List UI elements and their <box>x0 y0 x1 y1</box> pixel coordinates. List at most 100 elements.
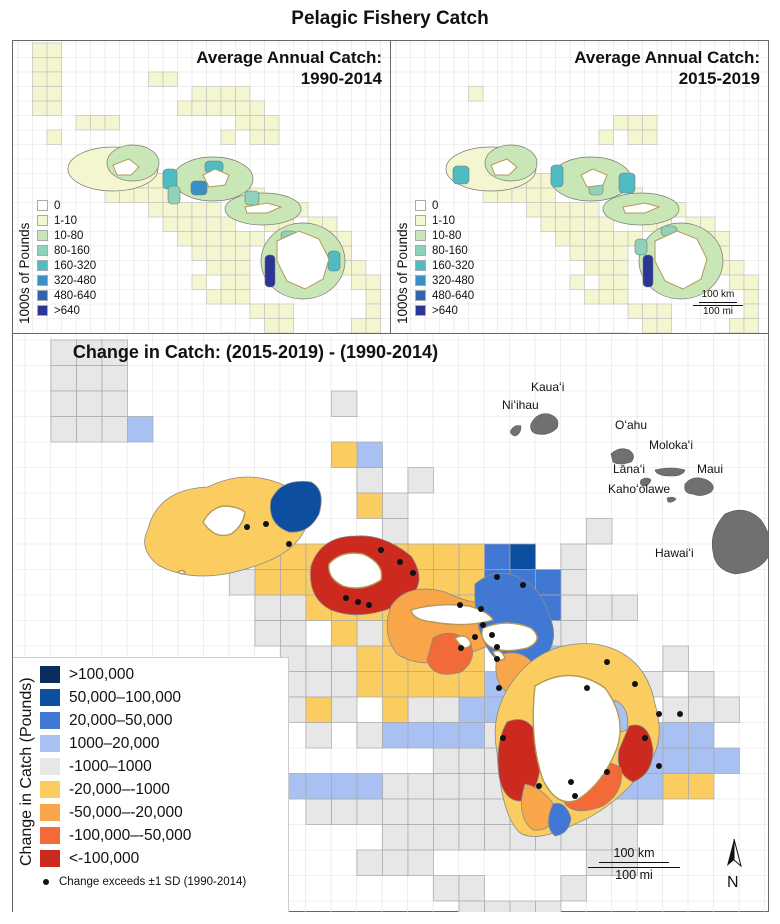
grid-cell <box>584 289 600 305</box>
grid-cell <box>220 129 236 145</box>
grid-cell <box>407 671 434 698</box>
grid-cell <box>598 129 614 145</box>
grid-cell <box>76 416 103 443</box>
grid-cell <box>407 824 434 851</box>
grid-cell <box>356 441 383 468</box>
grid-cell <box>32 100 48 116</box>
legend-label: 1-10 <box>54 214 78 227</box>
grid-cell <box>458 747 485 774</box>
legend-row: >100,000 <box>40 663 191 686</box>
grid-cell <box>627 115 643 131</box>
legend-swatch <box>40 758 60 775</box>
island-label-kahoolawe: Kahoʻolawe <box>608 482 671 496</box>
legend-label: 480-640 <box>432 289 475 302</box>
change-legend-axis-label: Change in Catch (Pounds) <box>18 677 35 866</box>
grid-cell <box>613 274 629 290</box>
legend-swatch <box>40 689 60 706</box>
dot-legend-label: Change exceeds ±1 SD (1990-2014) <box>59 876 247 888</box>
legend-row: -50,000–-20,000 <box>40 801 191 824</box>
legend-swatch <box>37 305 48 316</box>
legend-swatch <box>37 260 48 271</box>
panel-b-map <box>391 41 768 333</box>
panel-b-title-line1: Average Annual Catch: <box>574 48 760 67</box>
island-label-oahu: Oʻahu <box>615 418 648 432</box>
grid-cell <box>540 216 556 232</box>
grid-cell <box>101 365 128 392</box>
panel-b-title-line2: 2015-2019 <box>678 69 760 88</box>
grid-cell <box>433 875 460 902</box>
grid-cell <box>586 518 613 545</box>
significance-dot <box>632 681 638 687</box>
legend-row: 50,000–100,000 <box>40 686 191 709</box>
panel-divider-horizontal <box>13 333 768 334</box>
grid-cell <box>642 303 658 319</box>
grid-cell <box>627 129 643 145</box>
legend-swatch <box>40 781 60 798</box>
grid-cell <box>560 875 587 902</box>
nearshore-zone <box>618 172 636 194</box>
scale-km-label: 100 km <box>613 846 655 860</box>
grid-cell <box>433 722 460 749</box>
grid-cell <box>50 416 77 443</box>
grid-cell <box>584 216 600 232</box>
nearshore-zone <box>548 802 572 837</box>
legend-label: -50,000–-20,000 <box>69 803 183 821</box>
legend-label: 1000–20,000 <box>69 734 160 752</box>
legend-swatch <box>40 827 60 844</box>
legend-row: 320-480 <box>415 273 474 288</box>
panel-a-legend-axis-label: 1000s of Pounds <box>17 222 32 324</box>
grid-cell <box>613 289 629 305</box>
grid-cell <box>280 620 307 647</box>
legend-swatch <box>415 230 426 241</box>
grid-cell <box>713 696 740 723</box>
significance-dot <box>677 711 683 717</box>
island-land <box>490 158 518 176</box>
island-lanai <box>640 477 652 487</box>
island-land <box>328 552 383 589</box>
grid-cell <box>433 747 460 774</box>
panel-b-title: Average Annual Catch: 2015-2019 <box>574 47 760 89</box>
panel-c-title: Change in Catch: (2015-2019) - (1990-201… <box>72 342 439 362</box>
grid-cell <box>76 339 103 366</box>
grid-cell <box>249 129 265 145</box>
grid-cell <box>586 594 613 621</box>
legend-label: 320-480 <box>54 274 97 287</box>
grid-cell <box>688 773 715 800</box>
grid-cell <box>351 260 367 276</box>
grid-cell <box>584 245 600 261</box>
island-land <box>654 230 708 290</box>
grid-cell <box>662 722 689 749</box>
grid-cell <box>235 245 251 261</box>
legend-row: 80-160 <box>415 243 474 258</box>
legend-row: 10-80 <box>415 228 474 243</box>
grid-cell <box>162 202 178 218</box>
legend-swatch <box>40 712 60 729</box>
grid-cell <box>356 671 383 698</box>
scale-mi-label: 100 mi <box>615 868 653 882</box>
grid-cell <box>206 289 222 305</box>
grid-cell <box>235 274 251 290</box>
grid-cell <box>365 303 381 319</box>
grid-cell <box>356 645 383 672</box>
grid-cell <box>220 231 236 247</box>
panel-a-title-line1: Average Annual Catch: <box>196 48 382 67</box>
grid-cell <box>220 289 236 305</box>
legend-swatch <box>415 290 426 301</box>
grid-cell <box>249 100 265 116</box>
legend-swatch <box>37 215 48 226</box>
grid-cell <box>662 773 689 800</box>
grid-cell <box>433 824 460 851</box>
grid-cell <box>382 773 409 800</box>
significance-dot <box>478 606 484 612</box>
grid-cell <box>382 696 409 723</box>
legend-label: 50,000–100,000 <box>69 688 182 706</box>
grid-cell <box>433 543 460 570</box>
nearshore-zone <box>550 164 564 188</box>
map-frame: Average Annual Catch: 1990-2014 1000s of… <box>12 40 769 912</box>
grid-cell <box>305 798 332 825</box>
grid-cell <box>356 722 383 749</box>
significance-dot <box>604 769 610 775</box>
grid-cell <box>46 57 62 73</box>
grid-cell <box>407 467 434 494</box>
legend-label: 1-10 <box>432 214 456 227</box>
